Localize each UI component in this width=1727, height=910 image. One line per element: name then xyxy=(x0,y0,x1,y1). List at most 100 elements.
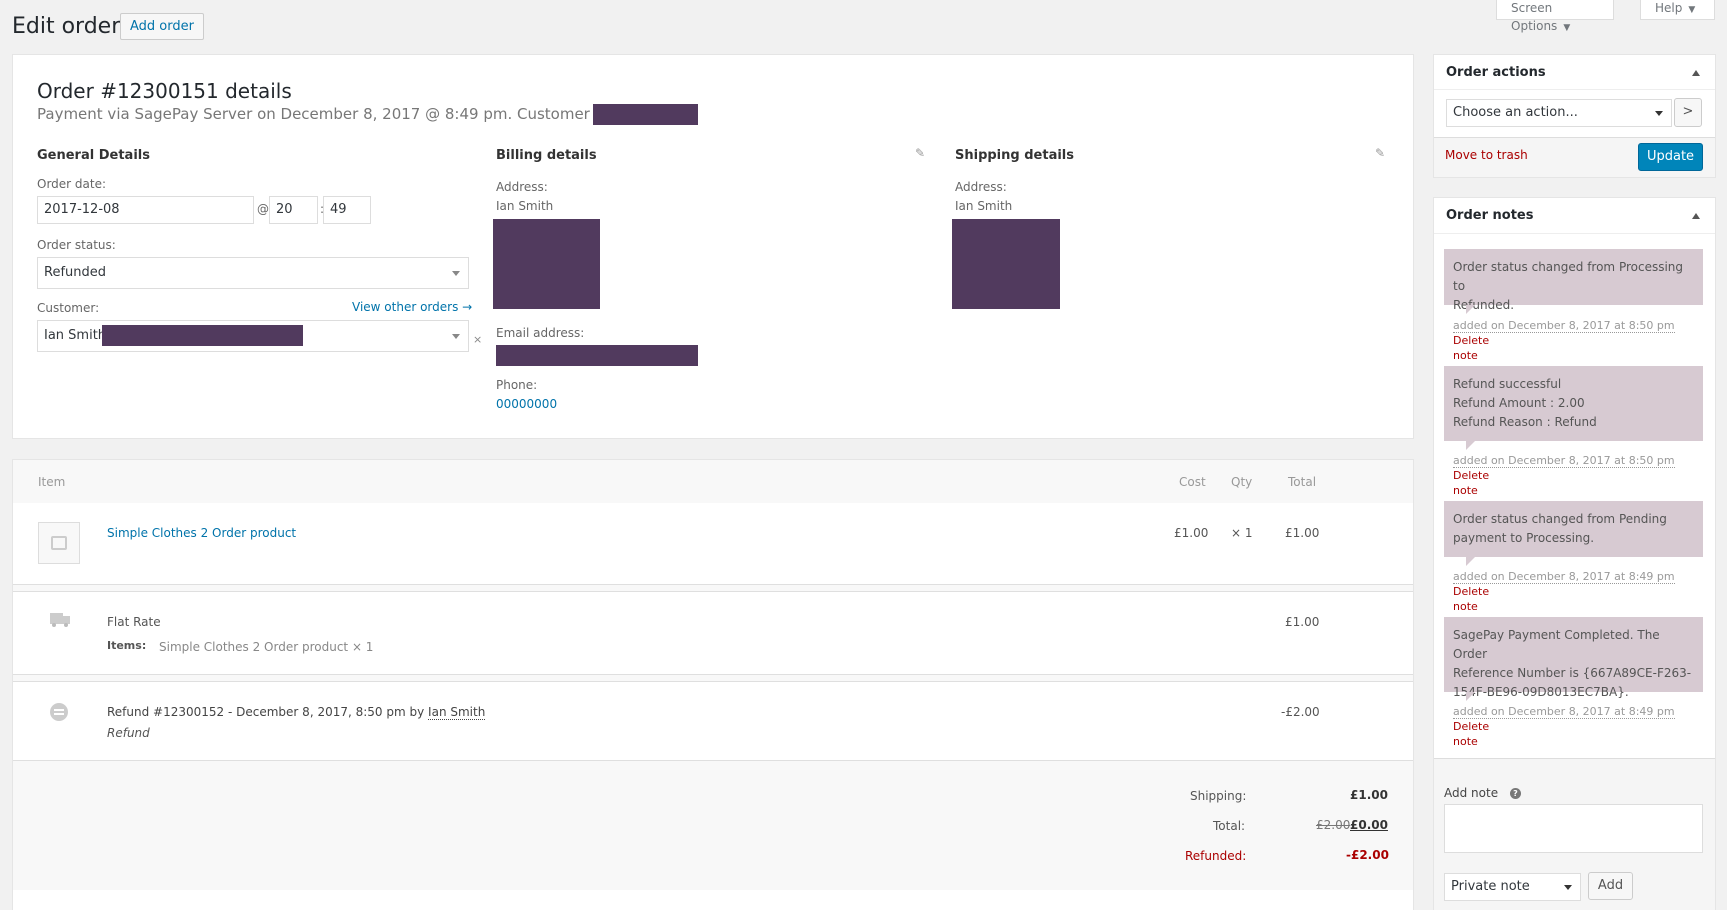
view-other-orders-link[interactable]: View other orders → xyxy=(352,300,473,314)
delete-note-link[interactable]: Delete xyxy=(1453,720,1490,733)
edit-shipping-icon[interactable]: ✎ xyxy=(1375,146,1386,160)
chevron-down-icon xyxy=(1655,111,1663,116)
product-cost: £1.00 xyxy=(1174,526,1209,540)
order-action-select[interactable]: Choose an action... xyxy=(1446,99,1672,127)
chevron-down-icon: ▼ xyxy=(1563,23,1571,33)
order-date-input[interactable]: 2017-12-08 xyxy=(37,196,254,224)
order-heading: Order #12300151 details xyxy=(37,79,292,103)
help-tab[interactable]: Help ▼ xyxy=(1640,0,1715,20)
items-table-header xyxy=(13,460,1413,503)
colon-symbol: : xyxy=(320,202,324,216)
refund-reason: Refund xyxy=(107,726,150,740)
col-total: Total xyxy=(1288,475,1317,489)
note-line: Refund Amount : 2.00 xyxy=(1453,396,1585,410)
note-date: added on December 8, 2017 at 8:49 pm xyxy=(1453,570,1675,584)
delete-note-link[interactable]: note xyxy=(1453,349,1478,362)
note-tail xyxy=(1466,305,1475,314)
move-to-trash-link[interactable]: Move to trash xyxy=(1445,148,1528,162)
clear-icon[interactable]: × xyxy=(473,333,483,346)
edit-billing-icon[interactable]: ✎ xyxy=(915,146,926,160)
note-body: Order status changed from Processing to … xyxy=(1444,249,1703,312)
billing-address-label: Address: xyxy=(496,180,548,194)
redacted-customer-email xyxy=(102,325,303,346)
chevron-down-icon: ▼ xyxy=(1688,5,1696,15)
redacted-email xyxy=(496,345,698,366)
update-button[interactable]: Update xyxy=(1638,143,1703,171)
delete-note-link[interactable]: note xyxy=(1453,600,1478,613)
phone-label: Phone: xyxy=(496,378,538,392)
divider xyxy=(1434,89,1715,90)
note-type-value: Private note xyxy=(1451,879,1530,894)
email-label: Email address: xyxy=(496,326,585,340)
totals-refunded-label: Refunded: xyxy=(1185,849,1247,863)
order-action-value: Choose an action... xyxy=(1453,105,1578,120)
truck-icon xyxy=(50,613,70,627)
note-type-select[interactable]: Private note xyxy=(1444,873,1581,901)
redacted-billing-address xyxy=(493,219,600,309)
customer-label: Customer: xyxy=(37,301,100,315)
note-body: Refund successful Refund Amount : 2.00 R… xyxy=(1444,366,1703,441)
redacted-ip xyxy=(593,104,698,125)
chevron-down-icon xyxy=(452,334,460,339)
add-note-label: Add note xyxy=(1444,786,1499,800)
order-date-label: Order date: xyxy=(37,177,107,191)
note-line: Refunded. xyxy=(1453,298,1515,312)
note-date: added on December 8, 2017 at 8:50 pm xyxy=(1453,319,1675,333)
order-minute-input[interactable]: 49 xyxy=(323,196,371,224)
redacted-shipping-address xyxy=(952,219,1060,309)
refund-author: Ian Smith xyxy=(428,705,486,720)
order-status-select[interactable]: Refunded xyxy=(37,257,469,289)
delete-note-link[interactable]: Delete xyxy=(1453,469,1490,482)
screen-options-tab[interactable]: Screen Options ▼ xyxy=(1496,0,1614,33)
note-date: added on December 8, 2017 at 8:50 pm xyxy=(1453,454,1675,468)
delete-note-link[interactable]: note xyxy=(1453,484,1478,497)
collapse-icon[interactable] xyxy=(1692,70,1700,76)
help-icon[interactable]: ? xyxy=(1510,788,1521,799)
order-hour-input[interactable]: 20 xyxy=(269,196,318,224)
note-tail xyxy=(1466,557,1475,566)
totals-shipping-value: £1.00 xyxy=(1350,788,1388,802)
collapse-icon[interactable] xyxy=(1692,213,1700,219)
note-meta: added on December 8, 2017 at 8:50 pm Del… xyxy=(1453,453,1713,498)
add-note-button[interactable]: Add xyxy=(1588,872,1633,900)
help-label: Help xyxy=(1655,1,1683,15)
phone-link[interactable]: 00000000 xyxy=(496,397,558,411)
totals-refunded-value: -£2.00 xyxy=(1346,848,1389,862)
note-meta: added on December 8, 2017 at 8:50 pm Del… xyxy=(1453,318,1713,363)
page-title: Edit order xyxy=(12,14,121,39)
row-separator xyxy=(13,674,1413,682)
totals-total-old: £2.00 xyxy=(1316,818,1351,832)
totals-total-new: £0.00 xyxy=(1350,818,1388,832)
add-order-button[interactable]: Add order xyxy=(120,13,204,40)
delete-note-link[interactable]: note xyxy=(1453,735,1478,748)
totals-area xyxy=(13,760,1413,890)
order-notes-title: Order notes xyxy=(1446,208,1534,223)
shipping-address-name: Ian Smith xyxy=(955,199,1013,213)
note-line: payment to Processing. xyxy=(1453,531,1595,545)
product-link[interactable]: Simple Clothes 2 Order product xyxy=(107,526,297,540)
delete-note-link[interactable]: Delete xyxy=(1453,585,1490,598)
shipping-items-label: Items: xyxy=(107,639,147,652)
note-body: SagePay Payment Completed. The Order Ref… xyxy=(1444,617,1703,699)
col-cost: Cost xyxy=(1179,475,1206,489)
note-body: Order status changed from Pending paymen… xyxy=(1444,501,1703,557)
refund-amount: -£2.00 xyxy=(1281,705,1320,719)
note-line: Reference Number is {667A89CE-F263- xyxy=(1453,666,1692,680)
order-status-value: Refunded xyxy=(44,265,107,280)
general-details-title: General Details xyxy=(37,148,150,163)
note-line: Refund successful xyxy=(1453,377,1562,391)
apply-action-button[interactable]: > xyxy=(1674,98,1702,127)
note-line: Refund Reason : Refund xyxy=(1453,415,1597,429)
shipping-address-label: Address: xyxy=(955,180,1007,194)
note-tail xyxy=(1466,441,1475,450)
order-data-panel xyxy=(12,54,1414,439)
chevron-down-icon xyxy=(452,271,460,276)
shipping-line-total: £1.00 xyxy=(1285,615,1320,629)
totals-shipping-label: Shipping: xyxy=(1190,789,1247,803)
delete-note-link[interactable]: Delete xyxy=(1453,334,1490,347)
refund-icon xyxy=(50,703,68,721)
order-actions-title: Order actions xyxy=(1446,65,1546,80)
product-thumbnail[interactable] xyxy=(38,522,80,564)
billing-address-name: Ian Smith xyxy=(496,199,554,213)
add-note-textarea[interactable] xyxy=(1444,804,1703,853)
